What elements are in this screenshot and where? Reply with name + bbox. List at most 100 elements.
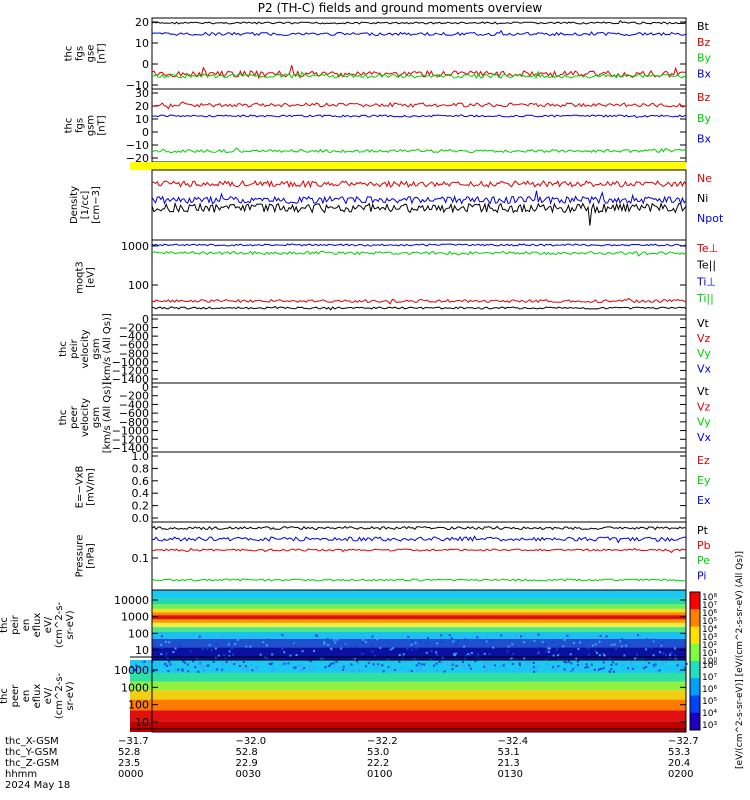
heatmap-pixel bbox=[506, 634, 509, 637]
y-tick-label: 100 bbox=[128, 279, 149, 292]
heatmap-pixel bbox=[168, 660, 171, 663]
heatmap-pixel bbox=[499, 665, 502, 668]
heatmap-pixel bbox=[440, 640, 443, 643]
legend-entry-Pi: Pi bbox=[697, 569, 706, 582]
heatmap-pixel bbox=[674, 658, 677, 661]
heatmap-pixel bbox=[654, 666, 657, 669]
y-axis-label-line: moqt3 bbox=[75, 261, 86, 294]
heatmap-pixel bbox=[652, 654, 655, 657]
heatmap-pixel bbox=[379, 647, 382, 650]
heatmap-pixel bbox=[417, 662, 420, 665]
heatmap-pixel bbox=[523, 641, 526, 644]
heatmap-pixel bbox=[635, 665, 638, 668]
heatmap-pixel bbox=[641, 658, 644, 661]
y-tick-label: 10 bbox=[135, 113, 149, 126]
heatmap-pixel bbox=[352, 664, 355, 667]
heatmap-pixel bbox=[676, 664, 679, 667]
heatmap-pixel bbox=[566, 634, 569, 637]
heatmap-pixel bbox=[554, 668, 557, 671]
heatmap-pixel bbox=[518, 662, 521, 665]
heatmap-pixel bbox=[256, 665, 259, 668]
heatmap-pixel bbox=[351, 658, 354, 661]
heatmap-pixel bbox=[387, 666, 390, 669]
x-tick-value: 0100 bbox=[367, 769, 392, 780]
heatmap-pixel bbox=[596, 651, 599, 654]
heatmap-pixel bbox=[338, 666, 341, 669]
y-axis-label-line: peir bbox=[69, 338, 80, 358]
heatmap-pixel bbox=[367, 661, 370, 664]
heatmap-pixel bbox=[164, 640, 167, 643]
heatmap-pixel bbox=[681, 664, 684, 667]
heatmap-pixel bbox=[518, 663, 521, 666]
heatmap-pixel bbox=[636, 634, 639, 637]
heatmap-pixel bbox=[527, 660, 530, 663]
heatmap-pixel bbox=[251, 669, 254, 672]
legend-entry-By: By bbox=[697, 52, 712, 65]
y-tick-label: −800 bbox=[119, 416, 149, 429]
heatmap-pixel bbox=[598, 654, 601, 657]
heatmap-pixel bbox=[602, 667, 605, 670]
heatmap-pixel bbox=[634, 657, 637, 660]
y-tick-label: 0.8 bbox=[132, 462, 150, 475]
heatmap-pixel bbox=[386, 639, 389, 642]
heatmap-pixel bbox=[299, 668, 302, 671]
heatmap-pixel bbox=[489, 663, 492, 666]
heatmap-band bbox=[130, 721, 686, 732]
panel-3: Density[1/cc][cm−3] Ne Ni Npot bbox=[69, 169, 724, 241]
heatmap-pixel bbox=[404, 660, 407, 663]
heatmap-pixel bbox=[164, 662, 167, 665]
heatmap-pixel bbox=[282, 634, 285, 637]
heatmap-pixel bbox=[488, 653, 491, 656]
heatmap-pixel bbox=[270, 662, 273, 665]
heatmap-pixel bbox=[201, 666, 204, 669]
y-axis-label-line: peir bbox=[10, 614, 21, 634]
heatmap-pixel bbox=[567, 660, 570, 663]
y-axis-label-line: [cm−3] bbox=[91, 186, 102, 224]
heatmap-pixel bbox=[172, 664, 175, 667]
y-axis-label-line: thc bbox=[64, 118, 75, 134]
heatmap-pixel bbox=[337, 661, 340, 664]
heatmap-pixel bbox=[660, 644, 663, 647]
y-axis-label-line: E=−VxB bbox=[75, 466, 86, 509]
heatmap-pixel bbox=[570, 662, 573, 665]
heatmap-pixel bbox=[316, 634, 319, 637]
heatmap-pixel bbox=[630, 660, 633, 663]
legend-entry-Vy: Vy bbox=[697, 347, 711, 360]
heatmap-pixel bbox=[216, 644, 219, 647]
colorbar-tick: 10³ bbox=[702, 721, 717, 731]
heatmap-pixel bbox=[650, 646, 653, 649]
heatmap-pixel bbox=[565, 661, 568, 664]
heatmap-pixel bbox=[613, 643, 616, 646]
heatmap-pixel bbox=[293, 666, 296, 669]
y-tick-label: −600 bbox=[119, 407, 149, 420]
heatmap-pixel bbox=[174, 647, 177, 650]
heatmap-pixel bbox=[523, 633, 526, 636]
y-tick-label: −1400 bbox=[112, 373, 149, 386]
y-tick-label: 0.6 bbox=[132, 475, 150, 488]
heatmap-pixel bbox=[356, 662, 359, 665]
heatmap-pixel bbox=[272, 667, 275, 670]
heatmap-pixel bbox=[241, 664, 244, 667]
y-axis-label-line: velocity bbox=[80, 329, 91, 368]
heatmap-pixel bbox=[524, 668, 527, 671]
heatmap-pixel bbox=[520, 660, 523, 663]
heatmap-pixel bbox=[195, 658, 198, 661]
heatmap-pixel bbox=[280, 664, 283, 667]
heatmap-pixel bbox=[245, 645, 248, 648]
legend-entry-Te||: Te|| bbox=[696, 259, 716, 272]
heatmap-pixel bbox=[660, 643, 663, 646]
heatmap-pixel bbox=[371, 635, 374, 638]
heatmap-pixel bbox=[662, 662, 665, 665]
heatmap-pixel bbox=[511, 662, 514, 665]
heatmap-pixel bbox=[262, 637, 265, 640]
y-tick-label: −10 bbox=[126, 139, 149, 152]
heatmap-band bbox=[130, 681, 686, 691]
heatmap-pixel bbox=[146, 668, 149, 671]
heatmap-pixel bbox=[418, 666, 421, 669]
colorbar-tick: 10³ bbox=[702, 633, 717, 643]
heatmap-pixel bbox=[610, 667, 613, 670]
x-tick-value: 0130 bbox=[498, 769, 523, 780]
heatmap-pixel bbox=[298, 663, 301, 666]
heatmap-pixel bbox=[546, 663, 549, 666]
y-tick-label: 10000 bbox=[114, 664, 149, 677]
